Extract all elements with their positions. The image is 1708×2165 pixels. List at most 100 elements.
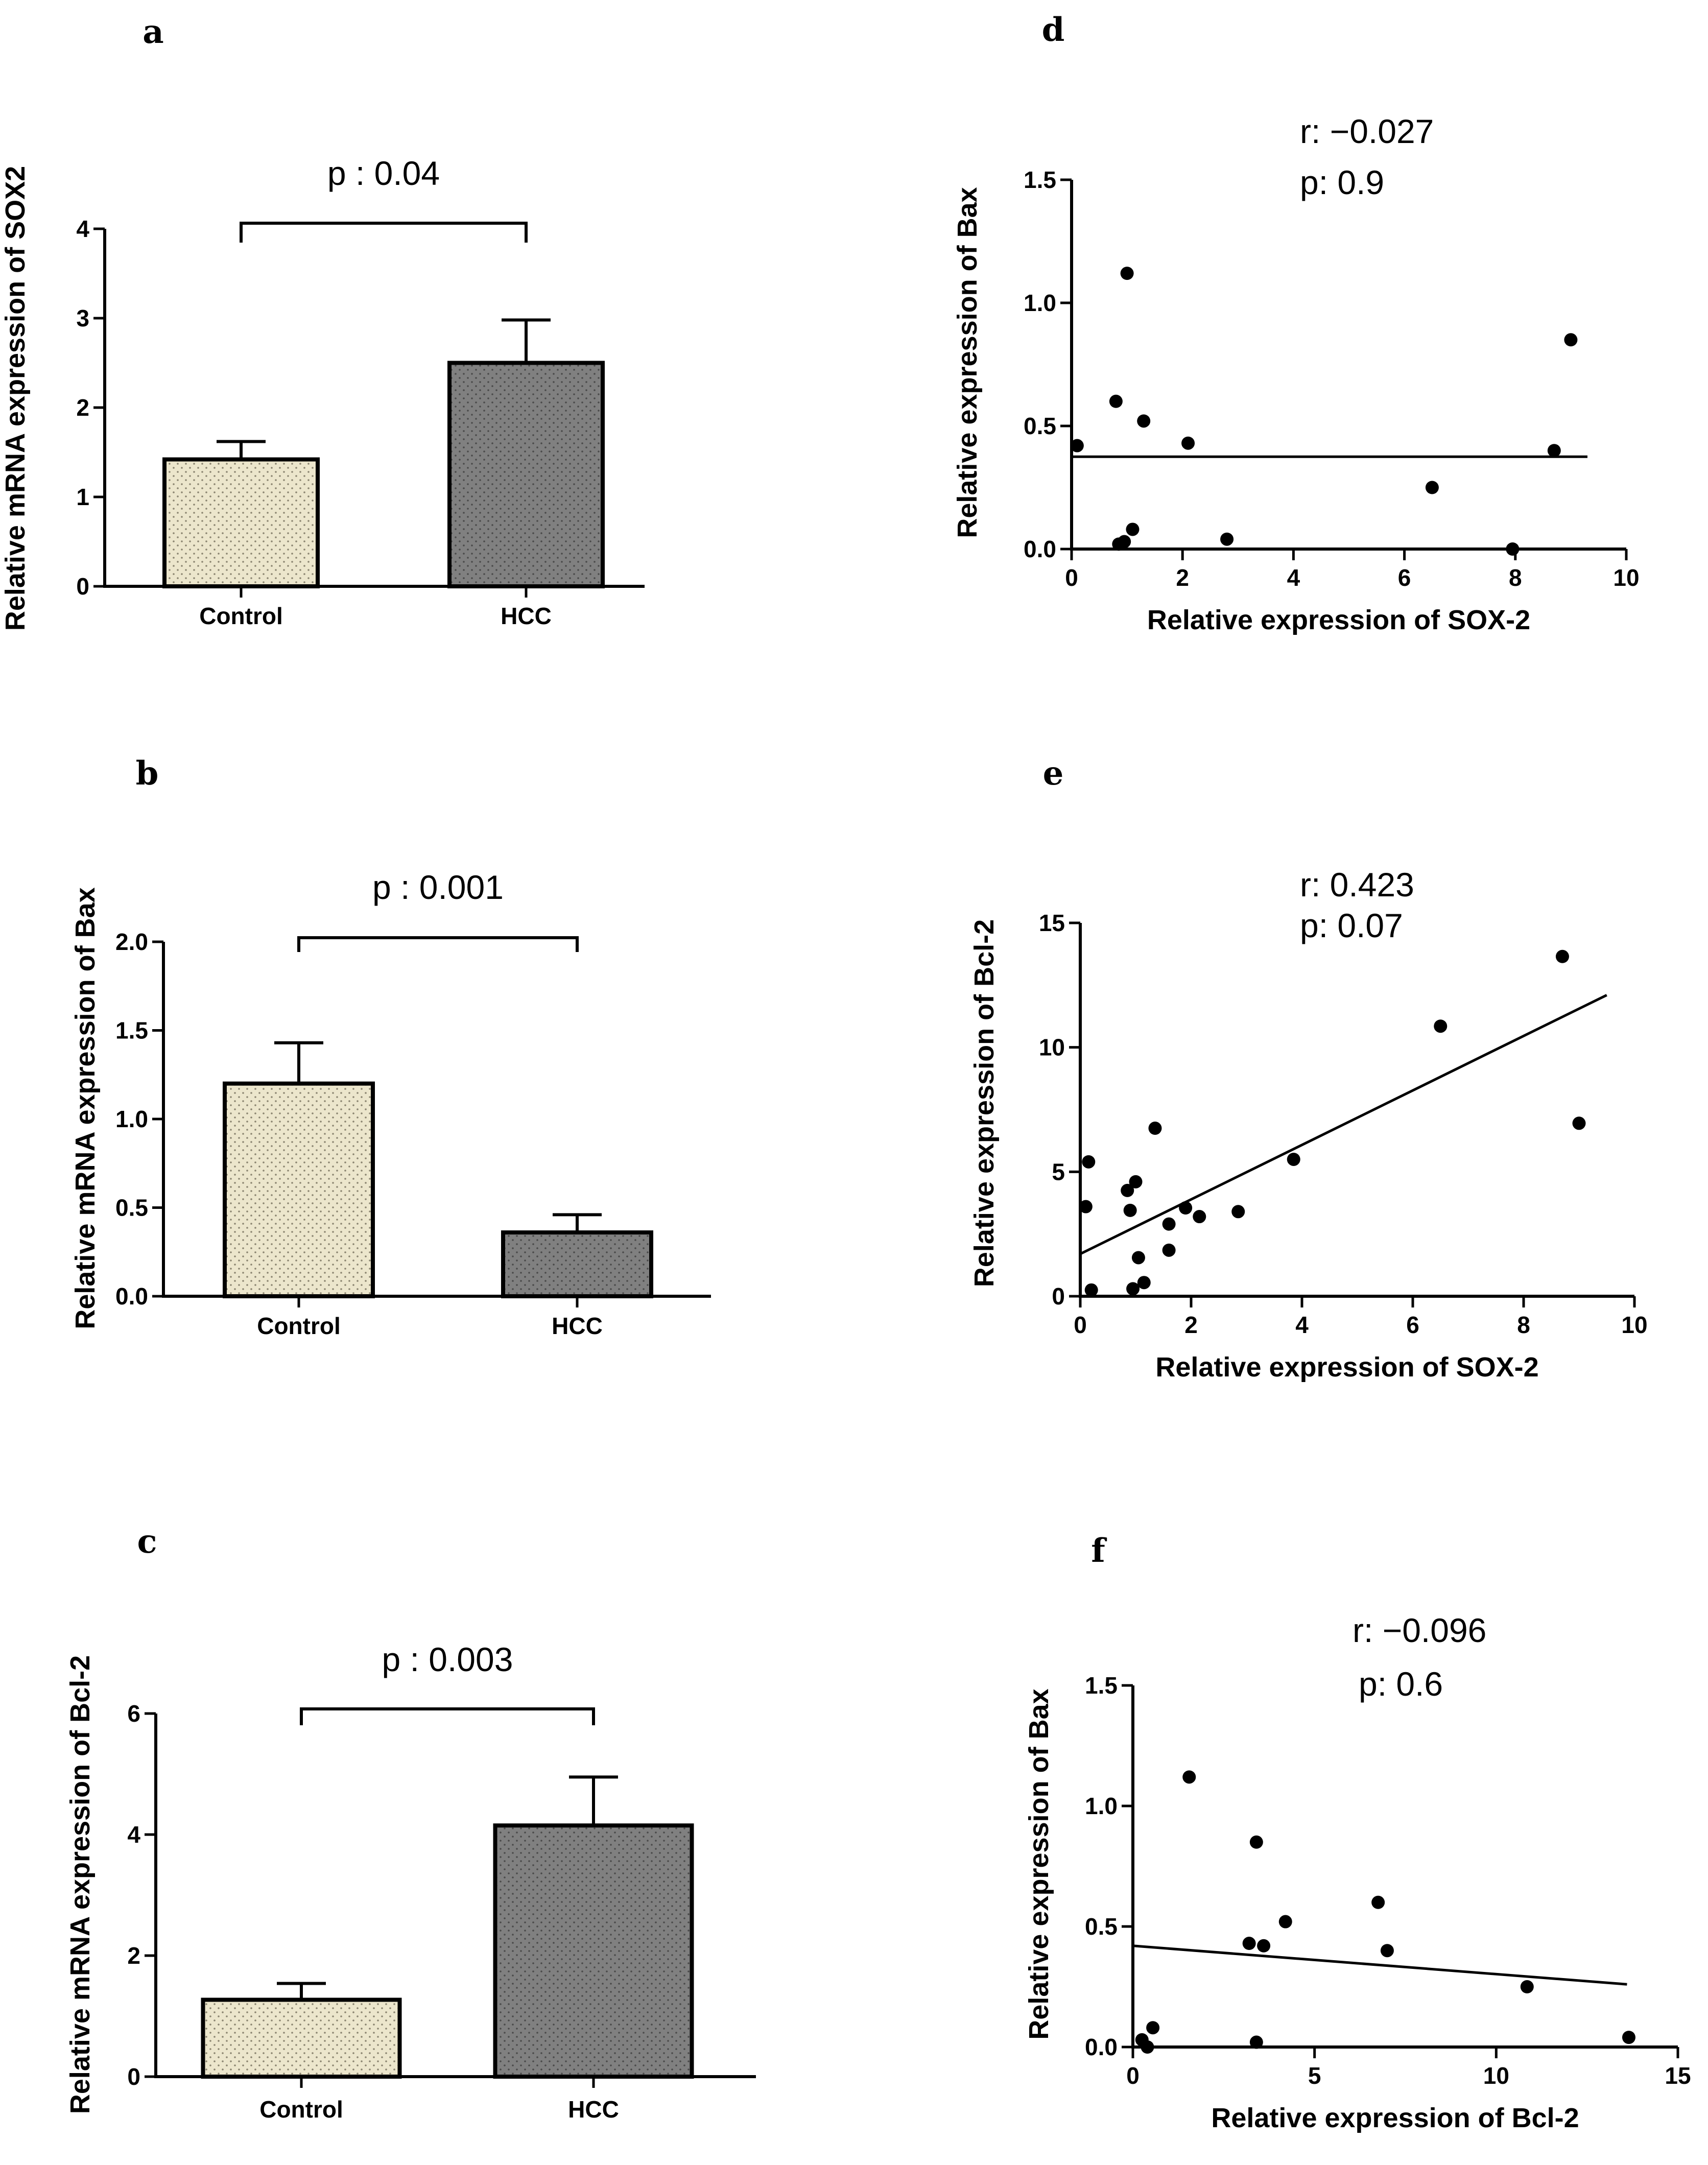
panel-letter-b: b — [136, 754, 159, 793]
panel-letter-d: d — [1042, 11, 1065, 49]
x-tick-label: 6 — [1406, 1312, 1419, 1338]
panel-c: c p : 0.003 Relative mRNA expression of … — [65, 1522, 756, 2123]
y-tick-label: 0.0 — [115, 1283, 148, 1310]
x-axis-label: Relative expression of SOX-2 — [1155, 1352, 1538, 1383]
panel-e: e r: 0.423 p: 0.07 Relative expression o… — [969, 754, 1648, 1383]
y-axis-label: Relative mRNA expression of SOX2 — [0, 166, 31, 631]
data-point — [1118, 535, 1131, 549]
x-tick-label: 2 — [1184, 1312, 1198, 1338]
bar-control — [201, 1997, 402, 2079]
p-value-label: p : 0.04 — [327, 154, 440, 192]
data-point — [1146, 2021, 1160, 2035]
data-point — [1555, 949, 1569, 963]
bar-hcc — [501, 1230, 653, 1299]
p-value-label: p: 0.07 — [1300, 907, 1403, 944]
data-point — [1287, 1152, 1300, 1166]
y-axis-label: Relative expression of Bcl-2 — [969, 919, 1000, 1287]
y-axis-label: Relative mRNA expression of Bax — [70, 887, 101, 1329]
x-tick-label: 6 — [1398, 564, 1411, 591]
y-tick-label: 0.5 — [115, 1195, 148, 1221]
y-tick-label: 10 — [1039, 1034, 1065, 1061]
x-tick-label: 10 — [1613, 564, 1639, 591]
bar-hcc — [493, 1823, 694, 2079]
data-point — [1109, 394, 1123, 408]
significance-bracket — [297, 936, 579, 952]
x-category-label: HCC — [568, 2096, 619, 2123]
y-tick-label: 2 — [127, 1942, 140, 1969]
data-point — [1082, 1155, 1096, 1169]
y-tick-label: 0.0 — [1024, 536, 1056, 562]
data-point — [1520, 1980, 1534, 1993]
data-point — [1079, 1200, 1093, 1214]
data-point — [1179, 1201, 1193, 1215]
y-axis-label: Relative mRNA expression of Bcl-2 — [65, 1655, 96, 2114]
data-point — [1148, 1122, 1162, 1135]
x-axis-label: Relative expression of Bcl-2 — [1211, 2103, 1579, 2133]
x-tick-label: 0 — [1074, 1312, 1087, 1338]
data-point — [1137, 1276, 1151, 1290]
x-tick-label: 5 — [1308, 2062, 1321, 2089]
x-category-label: HCC — [501, 603, 552, 629]
data-point — [1231, 1205, 1245, 1219]
x-tick-label: 0 — [1126, 2062, 1140, 2089]
y-tick-label: 0 — [1052, 1283, 1065, 1310]
p-value-label: p: 0.9 — [1300, 163, 1384, 201]
y-tick-label: 1.5 — [1024, 166, 1056, 193]
y-axis-label: Relative expression of Bax — [1024, 1688, 1054, 2039]
y-tick-label: 0.5 — [1024, 413, 1056, 439]
data-point — [1506, 542, 1520, 556]
y-tick-label: 1.0 — [1024, 290, 1056, 316]
x-tick-label: 8 — [1517, 1312, 1530, 1338]
data-point — [1162, 1243, 1176, 1257]
data-point — [1242, 1937, 1256, 1950]
panel-letter-f: f — [1091, 1532, 1107, 1570]
p-value-label: p : 0.001 — [372, 868, 504, 906]
x-tick-label: 10 — [1483, 2062, 1509, 2089]
panel-letter-e: e — [1043, 754, 1064, 793]
regression-line — [1079, 994, 1607, 1255]
significance-bracket — [240, 222, 528, 243]
data-point — [1162, 1217, 1176, 1231]
data-point — [1380, 1944, 1394, 1958]
panel-letter-a: a — [143, 13, 163, 51]
x-tick-label: 4 — [1295, 1312, 1309, 1338]
data-point — [1070, 439, 1084, 453]
data-point — [1121, 1183, 1134, 1197]
x-axis-label: Relative expression of SOX-2 — [1147, 605, 1530, 635]
y-tick-label: 0 — [76, 573, 89, 600]
y-tick-label: 0.0 — [1085, 2034, 1118, 2060]
data-point — [1141, 2040, 1154, 2054]
data-point — [1622, 2031, 1635, 2044]
x-tick-label: 15 — [1665, 2062, 1691, 2089]
y-axis-label: Relative expression of Bax — [952, 187, 983, 538]
panel-d: d r: −0.027 p: 0.9 Relative expression o… — [952, 11, 1640, 635]
r-value-label: r: 0.423 — [1300, 866, 1414, 903]
data-point — [1126, 522, 1140, 536]
y-tick-label: 0 — [127, 2063, 140, 2090]
data-point — [1129, 1175, 1143, 1188]
data-point — [1181, 436, 1195, 450]
r-value-label: r: −0.027 — [1300, 112, 1434, 150]
x-tick-label: 0 — [1065, 564, 1078, 591]
data-point — [1120, 267, 1134, 280]
x-tick-label: 4 — [1287, 564, 1300, 591]
y-tick-label: 1.5 — [1085, 1672, 1118, 1699]
bar-control — [162, 457, 320, 588]
r-value-label: r: −0.096 — [1353, 1611, 1486, 1649]
data-point — [1220, 532, 1234, 546]
data-point — [1425, 481, 1439, 494]
panel-f: f r: −0.096 p: 0.6 Relative expression o… — [1024, 1532, 1691, 2133]
data-point — [1564, 333, 1578, 347]
x-tick-label: 2 — [1176, 564, 1189, 591]
data-point — [1249, 1835, 1263, 1849]
data-point — [1131, 1251, 1145, 1265]
data-point — [1572, 1116, 1586, 1130]
panel-a: a p : 0.04 Relative mRNA expression of S… — [0, 13, 645, 631]
y-tick-label: 1.0 — [115, 1106, 148, 1132]
y-tick-label: 2.0 — [115, 929, 148, 955]
y-tick-label: 4 — [127, 1821, 140, 1848]
data-point — [1137, 414, 1151, 428]
panel-b: b p : 0.001 Relative mRNA expression of … — [70, 754, 711, 1339]
significance-bracket — [300, 1707, 595, 1725]
panel-letter-c: c — [137, 1522, 157, 1561]
